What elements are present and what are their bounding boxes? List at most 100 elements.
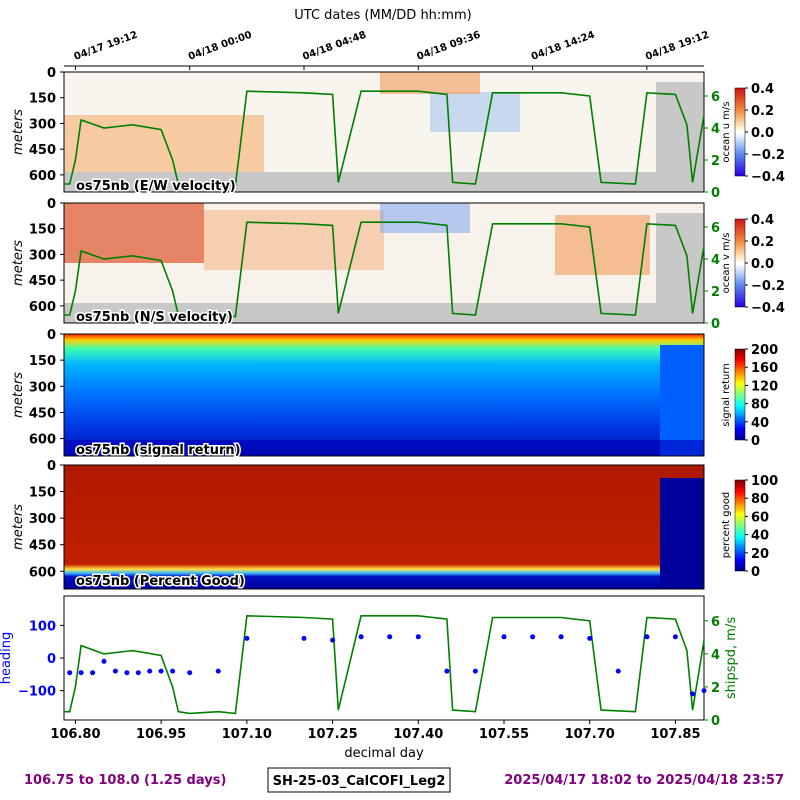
x-tick-label: 106.80 [50, 727, 100, 742]
ns-colorbar [734, 218, 746, 308]
ew-warm-band [380, 72, 480, 94]
heading-point [301, 635, 307, 641]
colorbar-tick-label: 80 [751, 398, 769, 413]
x-tick-label: 107.85 [650, 727, 700, 742]
colorbar-tick-label: 100 [751, 474, 778, 489]
x-tick-label: 106.95 [136, 727, 186, 742]
depth-tick-label: 600 [29, 300, 56, 315]
heading-tick-label: 100 [29, 619, 56, 634]
speed-tick-label: 6 [711, 90, 720, 105]
top-axis-title: UTC dates (MM/DD hh:mm) [294, 8, 471, 23]
footer-day-range: 106.75 to 108.0 (1.25 days) [24, 773, 226, 788]
depth-tick-label: 300 [29, 117, 56, 132]
colorbar-tick-label: 0.0 [751, 257, 774, 272]
depth-tick-label: 0 [47, 328, 56, 343]
depth-tick-label: 600 [29, 565, 56, 580]
ew-colorbar-label: ocean u m/s [721, 101, 732, 162]
colorbar-tick-label: 200 [751, 343, 778, 358]
heading-point [690, 691, 696, 697]
depth-tick-label: 300 [29, 512, 56, 527]
heading-point [387, 634, 393, 640]
shipspd-line [64, 614, 705, 715]
ew-ylabel: meters [11, 109, 26, 155]
ns-ship-speed-line [64, 221, 705, 318]
depth-tick-label: 0 [47, 197, 56, 212]
heading-point [701, 688, 707, 694]
footer-cruise-name: SH-25-03_CalCOFI_Leg2 [273, 774, 446, 789]
colorbar-tick-label: −0.4 [751, 170, 785, 185]
depth-ticks: 0 150 300 450 600 [29, 459, 64, 580]
heading-point [158, 668, 164, 674]
ns-ylabel: meters [11, 240, 26, 286]
colorbar-tick-label: 0.4 [751, 213, 774, 228]
decimal-day-label: decimal day [344, 746, 424, 761]
ns-cool-patch [380, 203, 470, 233]
ns-colorbar-label: ocean v m/s [721, 233, 732, 294]
heading-point [215, 668, 221, 674]
heading-point [358, 634, 364, 640]
heading-label: heading [0, 632, 14, 685]
percent-good-heatmap [64, 465, 704, 589]
colorbar-tick-label: 120 [751, 379, 778, 394]
colorbar-tick-label: 0.4 [751, 82, 774, 97]
x-tick-label: 107.10 [222, 727, 272, 742]
colorbar-ticks: 0.4 0.2 0.0 −0.2 −0.4 [745, 82, 785, 185]
colorbar-ticks: 0.4 0.2 0.0 −0.2 −0.4 [745, 213, 785, 316]
heading-point [501, 634, 507, 640]
depth-tick-label: 600 [29, 433, 56, 448]
colorbar-tick-label: 0 [751, 434, 760, 449]
speed-axis-ticks: 6 4 2 0 [704, 221, 720, 332]
footer-date-range: 2025/04/17 18:02 to 2025/04/18 23:57 [504, 773, 784, 788]
top-tick-label: 04/18 00:00 [187, 30, 254, 63]
depth-tick-label: 450 [29, 274, 56, 289]
percent-good-ylabel: meters [11, 504, 26, 550]
ew-panel-title: os75nb (E/W velocity) [76, 179, 236, 194]
decimal-day-ticks: 106.80 106.95 107.10 107.25 107.40 107.55 107.… [50, 720, 701, 742]
colorbar-tick-label: 40 [751, 416, 769, 431]
signal-return-heatmap [64, 334, 704, 456]
depth-tick-label: 150 [29, 223, 56, 238]
colorbar-ticks: 100 80 60 40 20 0 [745, 474, 778, 580]
speed-tick-label: 0 [711, 317, 720, 332]
depth-tick-label: 300 [29, 380, 56, 395]
depth-ticks: 0 150 300 450 600 [29, 66, 64, 184]
depth-tick-label: 150 [29, 354, 56, 369]
heading-tick-label: −100 [18, 685, 56, 700]
depth-tick-label: 150 [29, 486, 56, 501]
depth-tick-label: 450 [29, 539, 56, 554]
percent-good-right-top [660, 465, 704, 478]
shipspd-tick-label: 2 [711, 681, 720, 696]
ew-cool-patch [430, 92, 520, 132]
heading-point [672, 634, 678, 640]
ew-nodata-bottom [64, 172, 656, 192]
heading-point [587, 635, 593, 641]
heading-point [112, 668, 118, 674]
ew-ship-speed-line [64, 90, 705, 187]
depth-ticks: 0 150 300 450 600 [29, 197, 64, 315]
top-tick-label: 04/18 09:36 [416, 30, 483, 63]
panel-heading-shipspeed: 106.80 106.95 107.10 107.25 107.40 107.55 107.… [0, 595, 739, 761]
speed-tick-label: 2 [711, 154, 720, 169]
x-tick-label: 107.40 [393, 727, 443, 742]
x-tick-label: 107.70 [565, 727, 615, 742]
shipspd-tick-label: 0 [711, 714, 720, 729]
signal-panel-title: os75nb (signal return) [76, 443, 241, 458]
x-tick-label: 107.55 [479, 727, 529, 742]
heading-point [472, 668, 478, 674]
speed-tick-label: 4 [711, 253, 720, 268]
heading-point [147, 668, 153, 674]
top-tick-label: 04/17 19:12 [73, 30, 140, 63]
speed-tick-label: 4 [711, 122, 720, 137]
speed-axis-ticks: 6 4 2 0 [704, 90, 720, 201]
colorbar-ticks: 200 160 120 80 40 0 [745, 343, 778, 449]
percent-good-frame [63, 464, 705, 590]
colorbar-tick-label: −0.2 [751, 148, 785, 163]
colorbar-tick-label: 40 [751, 529, 769, 544]
signal-bottom-band [64, 440, 704, 456]
colorbar-tick-label: 0.0 [751, 126, 774, 141]
heading-point [244, 635, 250, 641]
ns-red-patch [64, 203, 204, 263]
panel-ew-velocity: os75nb (E/W velocity) meters 0 150 300 450 6… [11, 66, 785, 201]
heading-point [187, 670, 193, 676]
depth-tick-label: 300 [29, 248, 56, 263]
